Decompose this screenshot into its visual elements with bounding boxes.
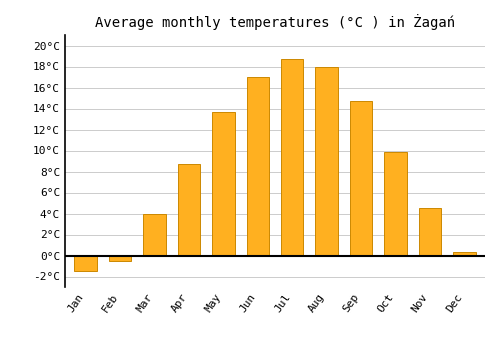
Bar [109,256,132,261]
Bar [212,112,234,256]
Title: Average monthly temperatures (°C ) in Żagań: Average monthly temperatures (°C ) in Ża… [95,14,455,30]
Bar [453,252,475,256]
Bar [144,214,166,256]
Bar [418,208,441,256]
Bar [316,66,338,256]
Bar [246,77,269,256]
Bar [384,152,406,256]
Bar [350,101,372,256]
Bar [281,59,303,255]
Bar [74,256,97,271]
Bar [178,164,200,256]
